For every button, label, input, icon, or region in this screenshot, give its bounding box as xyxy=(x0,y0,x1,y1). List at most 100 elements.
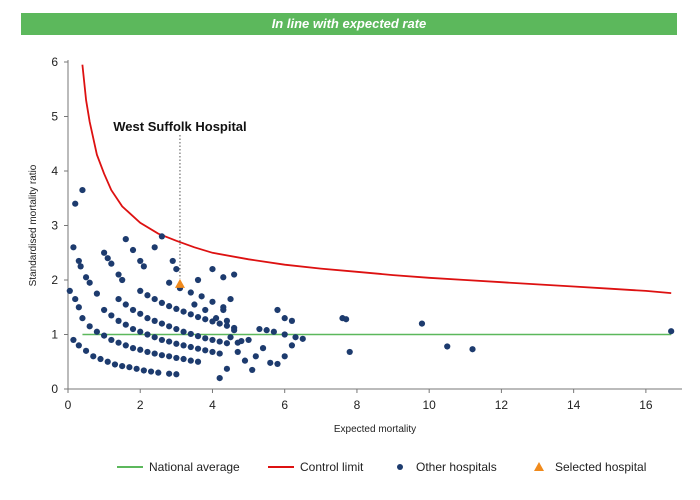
hospital-point xyxy=(72,295,79,303)
hospital-point xyxy=(72,200,79,207)
hospital-point xyxy=(111,361,119,368)
hospital-point xyxy=(216,338,223,345)
y-tick-label: 4 xyxy=(51,164,58,178)
y-tick-label: 5 xyxy=(51,110,58,124)
hospital-point xyxy=(231,271,238,278)
hospital-point xyxy=(93,290,100,297)
hospital-point xyxy=(274,306,281,314)
hospital-point xyxy=(227,334,234,341)
hospital-point xyxy=(220,274,227,281)
hospital-point xyxy=(137,310,144,317)
hospital-point xyxy=(151,350,158,357)
hospital-point xyxy=(194,276,202,284)
x-tick-label: 12 xyxy=(495,398,509,412)
hospital-point xyxy=(144,292,151,299)
hospital-point xyxy=(151,317,158,324)
hospital-point xyxy=(202,335,209,342)
hospital-point xyxy=(104,358,111,365)
hospital-point xyxy=(249,366,256,374)
hospital-point xyxy=(194,333,202,340)
hospital-point xyxy=(93,328,100,335)
hospital-point xyxy=(231,327,238,334)
hospital-point xyxy=(281,315,288,322)
y-tick-label: 0 xyxy=(51,382,58,396)
hospital-point xyxy=(122,236,129,243)
hospital-point xyxy=(115,295,122,303)
hospital-point xyxy=(173,354,180,362)
hospital-point xyxy=(173,371,180,378)
hospital-point xyxy=(469,346,476,353)
x-tick-label: 8 xyxy=(354,398,361,412)
legend-circle-swatch xyxy=(397,464,403,470)
hospital-point xyxy=(151,295,158,303)
hospital-point xyxy=(144,331,151,338)
legend-triangle-swatch xyxy=(534,462,544,471)
x-tick-label: 16 xyxy=(639,398,653,412)
hospital-point xyxy=(180,328,187,335)
selected-hospital-layer: West Suffolk Hospital xyxy=(113,119,247,288)
hospital-point xyxy=(281,331,288,338)
hospital-point xyxy=(241,357,249,364)
hospital-point xyxy=(216,320,223,327)
legend: National average Control limit Other hospi… xyxy=(117,460,646,474)
hospital-point xyxy=(86,279,93,286)
hospital-point xyxy=(108,312,115,319)
hospital-point xyxy=(129,306,137,314)
hospital-point xyxy=(79,186,86,194)
hospital-point xyxy=(234,348,241,356)
hospital-point xyxy=(234,339,241,346)
selected-hospital-marker xyxy=(174,278,185,288)
hospital-point xyxy=(202,347,209,354)
hospital-point xyxy=(180,342,187,349)
hospital-point xyxy=(101,332,108,339)
hospital-point xyxy=(281,353,288,360)
hospital-point xyxy=(259,345,267,352)
hospital-point xyxy=(166,370,173,377)
hospital-point xyxy=(151,244,158,251)
control-limit-line xyxy=(81,64,672,294)
hospital-point xyxy=(256,325,263,333)
hospital-point xyxy=(77,263,84,270)
hospital-point xyxy=(90,353,97,360)
hospital-point xyxy=(70,244,77,251)
hospital-point xyxy=(299,335,306,342)
x-tick-label: 10 xyxy=(422,398,436,412)
hospital-point xyxy=(104,255,111,262)
hospital-point xyxy=(137,257,144,265)
hospital-point xyxy=(166,353,173,360)
hospital-point xyxy=(194,358,202,365)
y-tick-label: 2 xyxy=(51,273,58,287)
hospital-point xyxy=(270,328,277,335)
hospital-point xyxy=(119,276,126,284)
hospital-point xyxy=(418,320,426,327)
hospital-point xyxy=(158,336,166,344)
hospital-point xyxy=(137,287,144,294)
hospital-point xyxy=(343,316,350,323)
other-hospitals-layer xyxy=(66,186,675,382)
y-tick-label: 1 xyxy=(51,328,58,342)
hospital-point xyxy=(668,328,675,335)
hospital-point xyxy=(140,263,147,270)
hospital-point xyxy=(144,348,151,356)
hospital-point xyxy=(191,301,198,308)
hospital-point xyxy=(166,303,173,310)
hospital-point xyxy=(155,369,162,376)
hospital-point xyxy=(129,246,137,254)
hospital-point xyxy=(288,317,296,324)
legend-label: Control limit xyxy=(300,460,364,474)
hospital-point xyxy=(158,299,166,306)
hospital-point xyxy=(115,339,122,346)
hospital-point xyxy=(166,323,173,330)
hospital-point xyxy=(187,311,194,318)
hospital-point xyxy=(216,375,223,382)
hospital-point xyxy=(158,320,166,327)
hospital-point xyxy=(86,323,93,330)
hospital-point xyxy=(101,249,108,256)
hospital-point xyxy=(75,257,82,265)
hospital-point xyxy=(129,325,137,333)
hospital-point xyxy=(252,353,259,360)
hospital-point xyxy=(346,348,353,356)
hospital-point xyxy=(151,334,158,341)
